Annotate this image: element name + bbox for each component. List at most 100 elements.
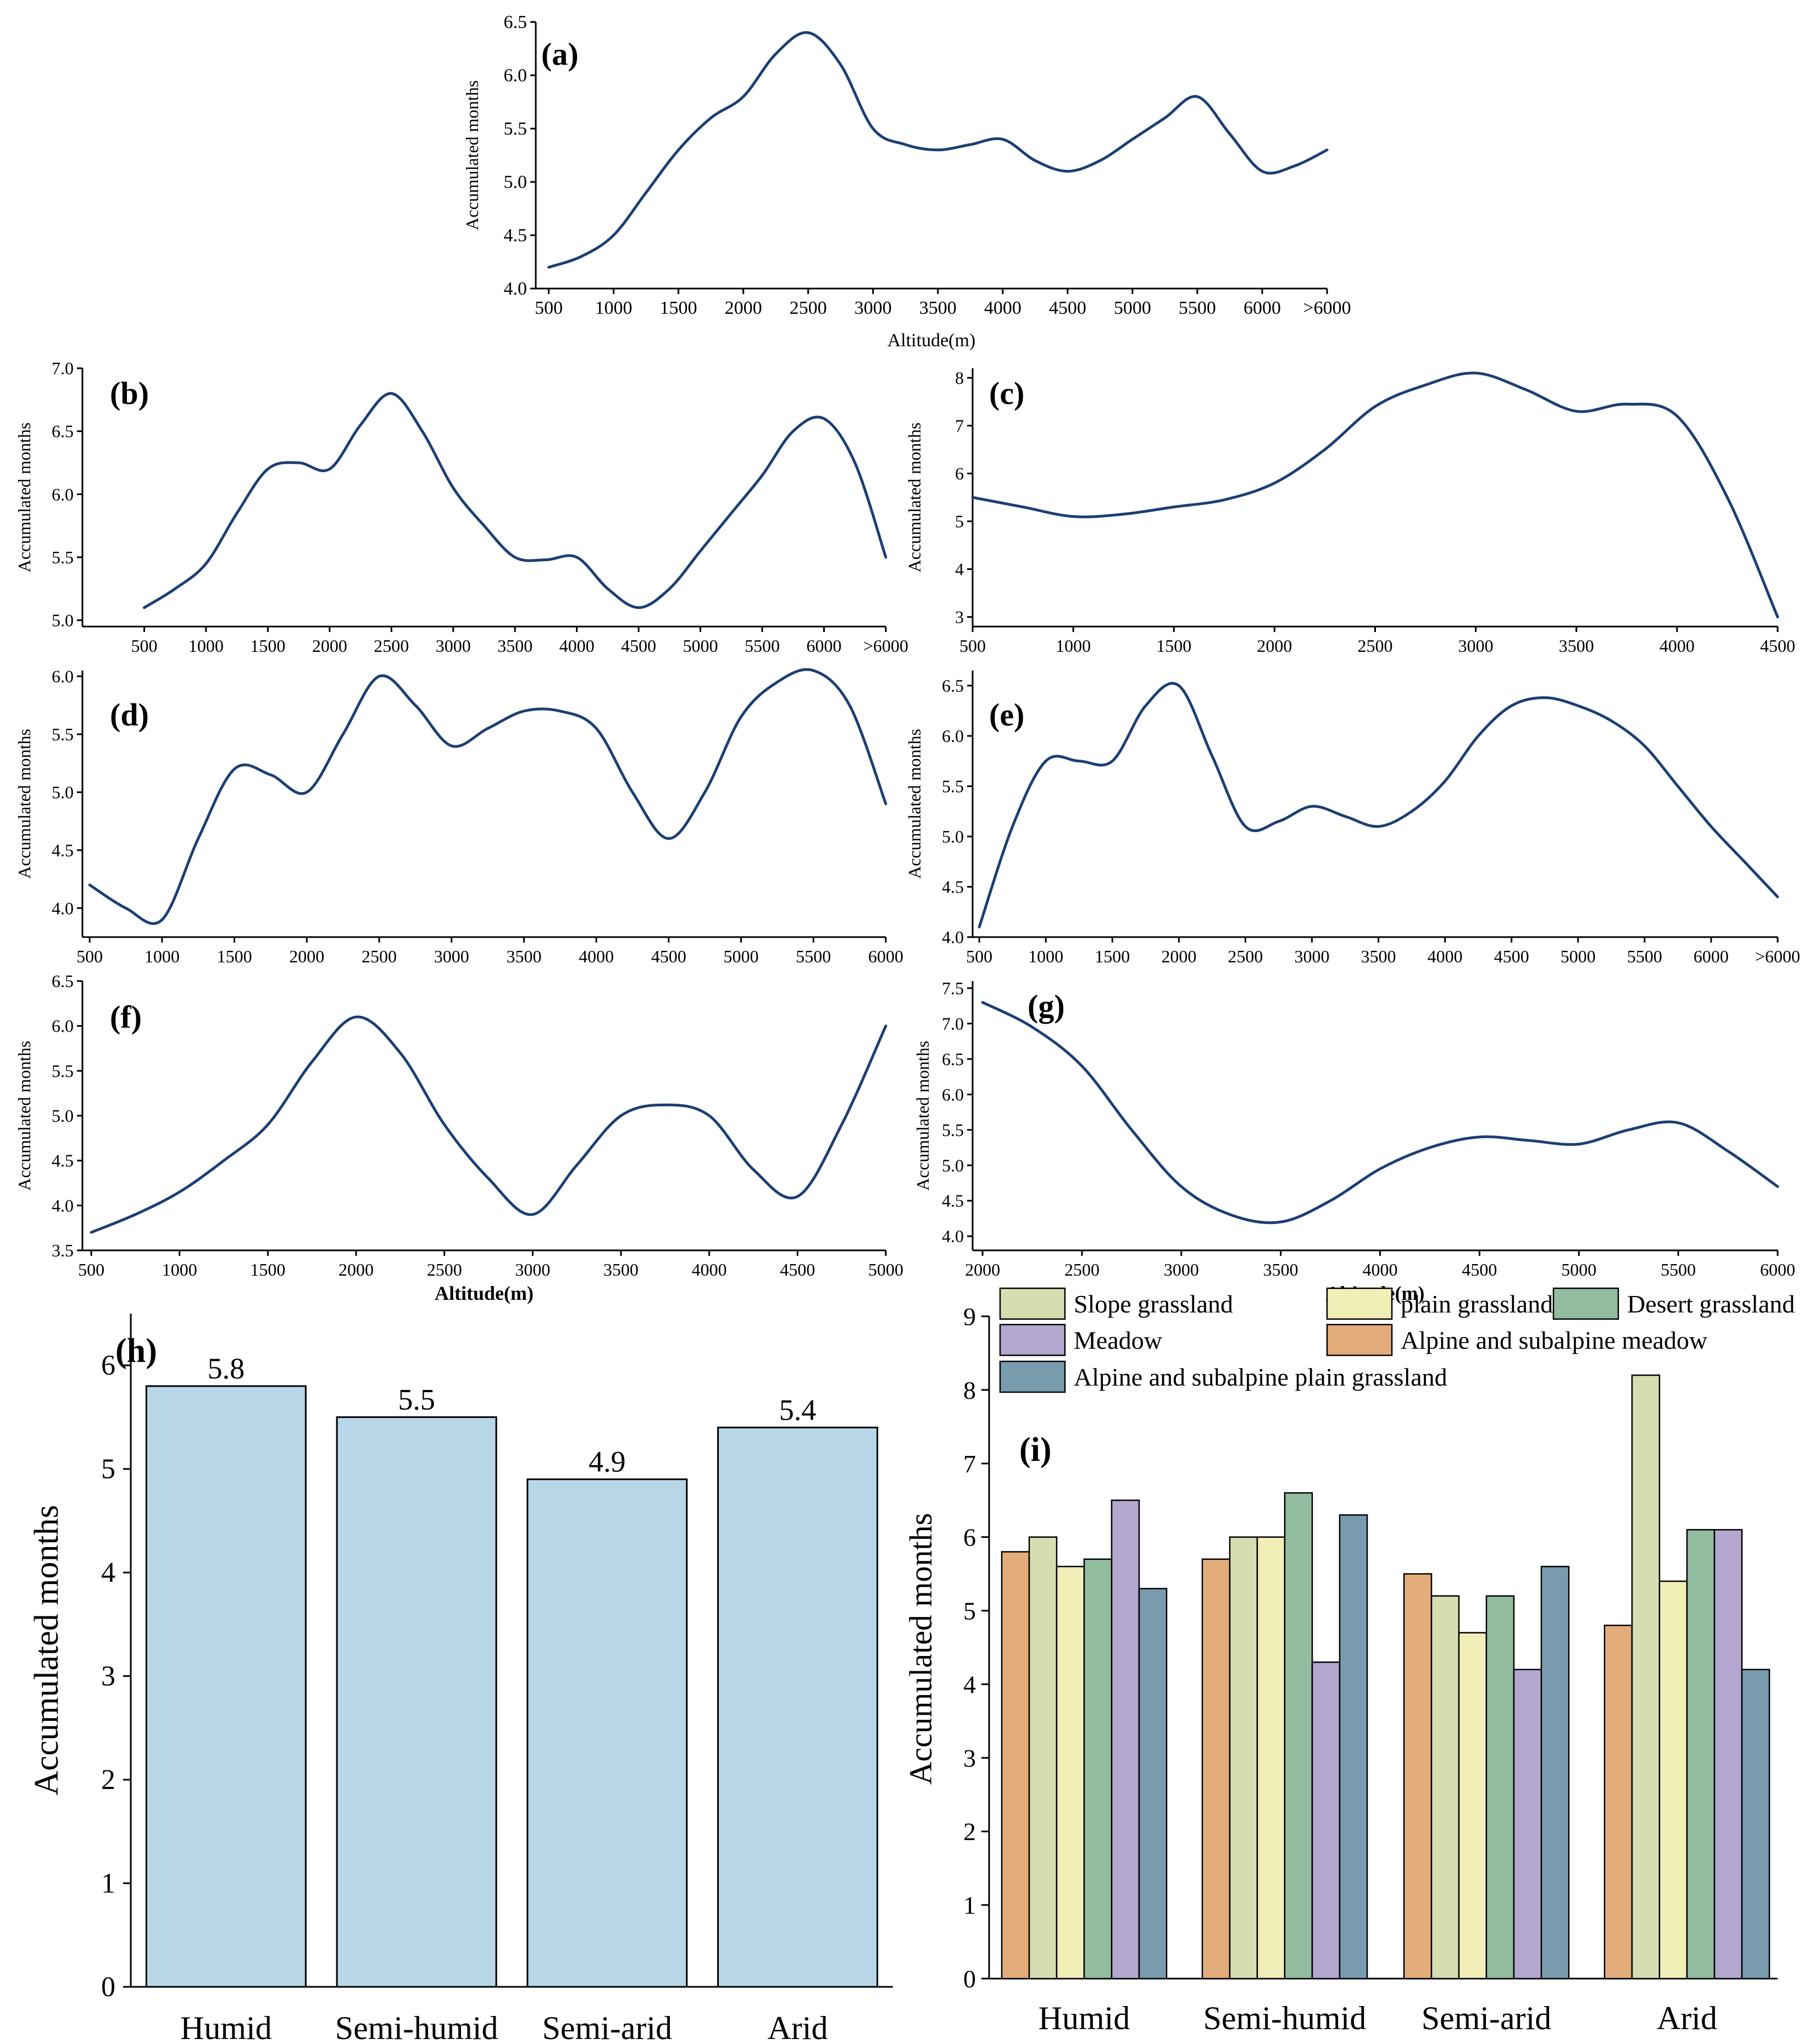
x-tick-label: 1000: [1028, 946, 1063, 966]
y-tick-label: 7: [955, 416, 964, 435]
x-tick-label: 3000: [436, 636, 471, 656]
y-tick-label: 2: [963, 1818, 976, 1846]
y-tick-label: 5.5: [52, 547, 74, 567]
x-tick-label: 3000: [1164, 1260, 1199, 1279]
x-tick-label: 2500: [374, 636, 409, 656]
x-tick-label: 1500: [217, 946, 252, 966]
y-axis-title: Accumulated months: [14, 423, 34, 573]
x-tick-label: 6000: [868, 946, 903, 966]
x-tick-label: 4000: [1659, 636, 1695, 656]
y-tick-label: 7.0: [942, 1013, 964, 1033]
panel-label: (i): [1019, 1431, 1052, 1469]
x-tick-label: 2000: [1257, 636, 1292, 656]
y-tick-label: 3: [963, 1744, 976, 1772]
x-tick-label: 4500: [1494, 946, 1529, 966]
bar-arid: [717, 1426, 879, 1988]
x-tick-label: 5500: [745, 636, 780, 656]
y-tick-label: 4.0: [52, 898, 74, 918]
bar-arid-slope-grassland: [1631, 1374, 1661, 1980]
y-tick-label: 1: [963, 1891, 976, 1919]
panel-label: (b): [110, 375, 149, 411]
x-tick-label: Humid: [180, 2010, 272, 2044]
bar-semi-humid: [336, 1416, 497, 1988]
y-tick-label: 4.5: [942, 877, 964, 896]
x-tick-label: Semi-arid: [542, 2010, 673, 2044]
bar-value-label: 5.4: [779, 1393, 817, 1426]
legend-swatch: [999, 1360, 1066, 1393]
x-tick-label: 3500: [603, 1260, 639, 1279]
x-tick-label: 5000: [1561, 946, 1596, 966]
legend-swatch: [1326, 1323, 1393, 1356]
y-tick-label: 3: [101, 1661, 115, 1692]
y-tick-label: 3.5: [52, 1240, 74, 1260]
y-tick-label: 5.0: [942, 827, 964, 846]
x-tick-label: 4000: [559, 636, 595, 656]
y-tick-label: 5.0: [504, 172, 528, 192]
bar-chart-h: 0 1 2 3 4 5 6 5.8 Humid 5.5 Semi-humid 4.9 Semi-arid…: [28, 1314, 893, 2044]
y-tick-label: 5: [955, 512, 964, 531]
y-axis-title: Accumulated months: [14, 1041, 34, 1191]
x-tick-label: 3500: [497, 636, 532, 656]
x-tick-label: 4500: [621, 636, 656, 656]
y-tick-label: 4.5: [504, 225, 528, 246]
y-tick-label: 6.0: [52, 484, 74, 504]
x-tick-label: 2000: [1161, 946, 1196, 966]
x-tick-label: 2500: [1358, 636, 1393, 656]
legend-entry: Alpine and subalpine meadow: [1401, 1326, 1708, 1354]
y-axis-title: Accumulated months: [462, 80, 482, 230]
y-tick-label: 4: [963, 1670, 976, 1698]
x-tick-label: 1000: [1056, 636, 1091, 656]
bar-semi-arid-desert-grassland: [1485, 1595, 1515, 1980]
x-tick-label: 3000: [515, 1260, 550, 1279]
y-tick-label: 5.5: [942, 1120, 964, 1140]
x-tick-label: 4500: [1049, 298, 1086, 318]
y-tick-label: 5.0: [942, 1155, 964, 1175]
x-tick-label: Arid: [1657, 2000, 1717, 2036]
data-line: [978, 682, 1779, 929]
y-tick-label: 4.0: [52, 1195, 74, 1215]
bar-semi-humid-slope-grassland: [1229, 1536, 1258, 1980]
x-tick-label: Arid: [768, 2010, 828, 2044]
y-tick-label: 6.5: [942, 1049, 964, 1069]
y-tick-label: 5.5: [52, 724, 74, 744]
y-tick-label: 6.0: [52, 667, 74, 686]
legend-swatch: [1326, 1287, 1393, 1320]
x-tick-label: 6000: [1244, 298, 1281, 318]
bar-semi-humid-desert-grassland: [1284, 1492, 1313, 1980]
x-tick-label: Humid: [1039, 2000, 1130, 2036]
line-chart-e: 4.0 4.5 5.0 5.5 6.0 6.5 500 1000 1500 2000 2500 300…: [904, 671, 1800, 966]
bar-semi-arid-slope-grassland: [1430, 1595, 1460, 1980]
x-tick-label: 4500: [1462, 1260, 1497, 1279]
x-tick-label: 4000: [692, 1260, 727, 1279]
data-line: [143, 392, 887, 610]
y-tick-label: 9: [963, 1303, 976, 1331]
x-tick-label: 4500: [651, 946, 686, 966]
bar-humid-meadow: [1111, 1499, 1140, 1980]
panel-label: (g): [1028, 988, 1065, 1024]
line-chart-g: 4.0 4.5 5.0 5.5 6.0 6.5 7.0 7.5 2000 2500 3000 3500…: [913, 978, 1795, 1304]
y-tick-label: 5: [963, 1597, 976, 1625]
legend: Slope grassland plain grassland Desert gra…: [999, 1287, 1795, 1393]
bar-humid-alpine-meadow: [1001, 1551, 1030, 1980]
y-tick-label: 6.0: [942, 726, 964, 746]
x-tick-label: >6000: [1755, 946, 1800, 966]
y-tick-label: 6.5: [52, 422, 74, 441]
x-tick-label: 4000: [1363, 1260, 1398, 1279]
y-tick-label: 6.5: [52, 971, 74, 991]
bar-semi-humid-plain-grassland: [1256, 1536, 1286, 1980]
bar-semi-humid-alpine-plain-grassland: [1339, 1514, 1368, 1980]
y-tick-label: 7.0: [52, 358, 74, 378]
bar-value-label: 5.5: [398, 1383, 435, 1416]
panel-label: (f): [110, 999, 142, 1035]
x-tick-label: 4500: [780, 1260, 815, 1279]
x-axis-title: Altitude(m): [887, 330, 976, 351]
y-tick-label: 6.0: [942, 1084, 964, 1104]
x-tick-label: 2000: [312, 636, 347, 656]
data-line: [90, 1015, 887, 1234]
y-tick-label: 7: [963, 1450, 976, 1478]
x-tick-label: 2000: [965, 1260, 1000, 1279]
x-tick-label: 2000: [725, 298, 762, 318]
y-tick-label: 8: [963, 1376, 976, 1404]
x-tick-label: 2500: [1228, 946, 1263, 966]
x-tick-label: 500: [959, 636, 986, 656]
